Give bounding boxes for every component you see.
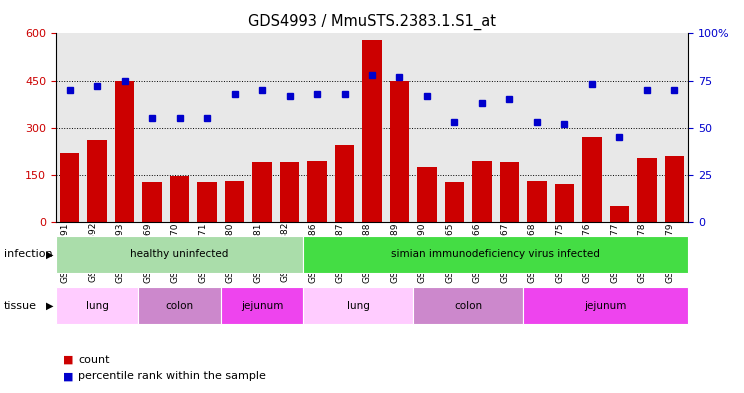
Text: GSM1249388: GSM1249388 — [363, 222, 372, 283]
Text: GSM1249393: GSM1249393 — [115, 222, 124, 283]
Bar — [555, 184, 574, 222]
Text: jejunum: jejunum — [585, 301, 627, 310]
Bar — [527, 181, 547, 222]
Text: GSM1249365: GSM1249365 — [446, 222, 455, 283]
Bar — [417, 167, 437, 222]
Bar — [304, 236, 688, 273]
Text: ■: ■ — [63, 371, 74, 382]
Text: GSM1249366: GSM1249366 — [473, 222, 482, 283]
Bar — [115, 81, 134, 222]
Bar — [304, 287, 413, 324]
Text: GSM1249381: GSM1249381 — [253, 222, 262, 283]
Text: simian immunodeficiency virus infected: simian immunodeficiency virus infected — [391, 250, 600, 259]
Text: lung: lung — [347, 301, 370, 310]
Text: GSM1249369: GSM1249369 — [143, 222, 152, 283]
Text: lung: lung — [86, 301, 109, 310]
Bar — [138, 287, 221, 324]
Text: GSM1249379: GSM1249379 — [665, 222, 675, 283]
Bar — [197, 182, 217, 222]
Bar — [472, 161, 492, 222]
Text: GSM1249390: GSM1249390 — [418, 222, 427, 283]
Bar — [445, 182, 464, 222]
Bar — [56, 287, 138, 324]
Text: GDS4993 / MmuSTS.2383.1.S1_at: GDS4993 / MmuSTS.2383.1.S1_at — [248, 14, 496, 30]
Text: GSM1249380: GSM1249380 — [225, 222, 234, 283]
Bar — [523, 287, 688, 324]
Text: GSM1249368: GSM1249368 — [528, 222, 537, 283]
Text: colon: colon — [165, 301, 193, 310]
Bar — [362, 40, 382, 222]
Text: GSM1249371: GSM1249371 — [198, 222, 207, 283]
Bar — [307, 161, 327, 222]
Text: GSM1249382: GSM1249382 — [280, 222, 289, 283]
Bar — [665, 156, 684, 222]
Text: GSM1249378: GSM1249378 — [638, 222, 647, 283]
Text: infection: infection — [4, 250, 52, 259]
Bar — [225, 181, 244, 222]
Bar — [390, 81, 409, 222]
Bar — [280, 162, 299, 222]
Text: GSM1249392: GSM1249392 — [88, 222, 97, 283]
Text: jejunum: jejunum — [241, 301, 283, 310]
Text: GSM1249386: GSM1249386 — [308, 222, 317, 283]
Text: GSM1249391: GSM1249391 — [60, 222, 69, 283]
Bar — [413, 287, 523, 324]
Bar — [60, 153, 79, 222]
Text: healthy uninfected: healthy uninfected — [130, 250, 228, 259]
Bar — [583, 136, 602, 222]
Text: GSM1249377: GSM1249377 — [611, 222, 620, 283]
Bar — [221, 287, 304, 324]
Text: ▶: ▶ — [46, 250, 54, 259]
Bar — [170, 176, 189, 222]
Bar — [500, 162, 519, 222]
Text: GSM1249387: GSM1249387 — [336, 222, 344, 283]
Text: tissue: tissue — [4, 301, 36, 310]
Bar — [56, 236, 304, 273]
Text: GSM1249375: GSM1249375 — [556, 222, 565, 283]
Bar — [638, 158, 657, 222]
Text: GSM1249376: GSM1249376 — [583, 222, 592, 283]
Text: GSM1249370: GSM1249370 — [170, 222, 179, 283]
Text: GSM1249389: GSM1249389 — [391, 222, 400, 283]
Bar — [610, 206, 629, 222]
Bar — [88, 140, 106, 222]
Bar — [252, 162, 272, 222]
Bar — [335, 145, 354, 222]
Text: GSM1249367: GSM1249367 — [501, 222, 510, 283]
Bar — [142, 182, 161, 222]
Text: count: count — [78, 354, 109, 365]
Text: percentile rank within the sample: percentile rank within the sample — [78, 371, 266, 382]
Text: ▶: ▶ — [46, 301, 54, 310]
Text: ■: ■ — [63, 354, 74, 365]
Text: colon: colon — [454, 301, 482, 310]
